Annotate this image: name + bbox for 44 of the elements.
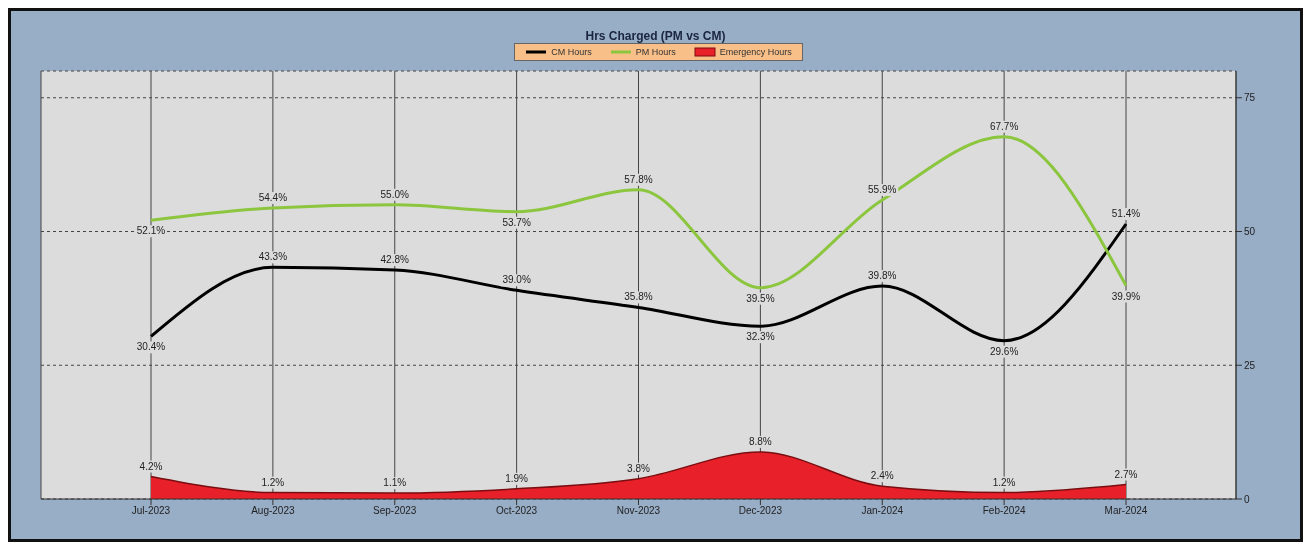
data-label: 4.2% [139,460,163,472]
x-tick-label: Oct-2023 [496,505,538,517]
y-tick-label: 25 [1244,359,1256,371]
y-tick-label: 75 [1244,92,1256,104]
chart-title: Hrs Charged (PM vs CM) [584,28,727,43]
data-label: 67.7% [989,120,1019,132]
legend-label: Emergency Hours [718,47,792,57]
data-label: 55.0% [380,188,410,200]
data-label: 52.1% [136,225,166,237]
data-label: 51.4% [1111,208,1141,220]
data-label: 42.8% [380,254,410,266]
x-tick-label: Jul-2023 [131,505,171,517]
data-label: 54.4% [258,191,288,203]
data-label: 55.9% [868,183,897,195]
data-label: 53.7% [502,216,531,228]
data-label: 1.2% [261,476,285,488]
data-label: 32.3% [746,331,775,343]
legend-label: PM Hours [634,47,676,57]
y-tick-label: 0 [1244,493,1250,505]
data-label: 35.8% [624,291,653,303]
y-tick-label: 50 [1244,226,1256,238]
data-label: 3.8% [627,462,650,474]
legend-label: CM Hours [550,47,592,57]
x-tick-label: Dec-2023 [738,505,783,517]
x-tick-label: Jan-2024 [861,505,904,517]
data-label: 57.8% [624,173,653,185]
data-label: 39.8% [868,270,897,282]
data-label: 43.3% [258,251,288,263]
x-tick-label: Mar-2024 [1104,505,1148,517]
x-tick-label: Sep-2023 [373,505,417,517]
data-label: 2.4% [870,470,894,482]
data-label: 8.8% [748,435,772,447]
data-label: 30.4% [136,341,166,353]
data-label: 29.6% [989,345,1019,357]
data-label: 1.2% [992,476,1016,488]
x-tick-label: Nov-2023 [616,505,661,517]
data-label: 39.9% [1111,290,1141,302]
data-label: 39.5% [746,292,775,304]
data-label: 2.7% [1114,468,1138,480]
data-label: 1.9% [505,472,529,484]
x-tick-label: Feb-2024 [982,505,1026,517]
x-tick-label: Aug-2023 [251,505,295,517]
data-label: 39.0% [502,274,531,286]
data-label: 1.1% [383,477,407,489]
